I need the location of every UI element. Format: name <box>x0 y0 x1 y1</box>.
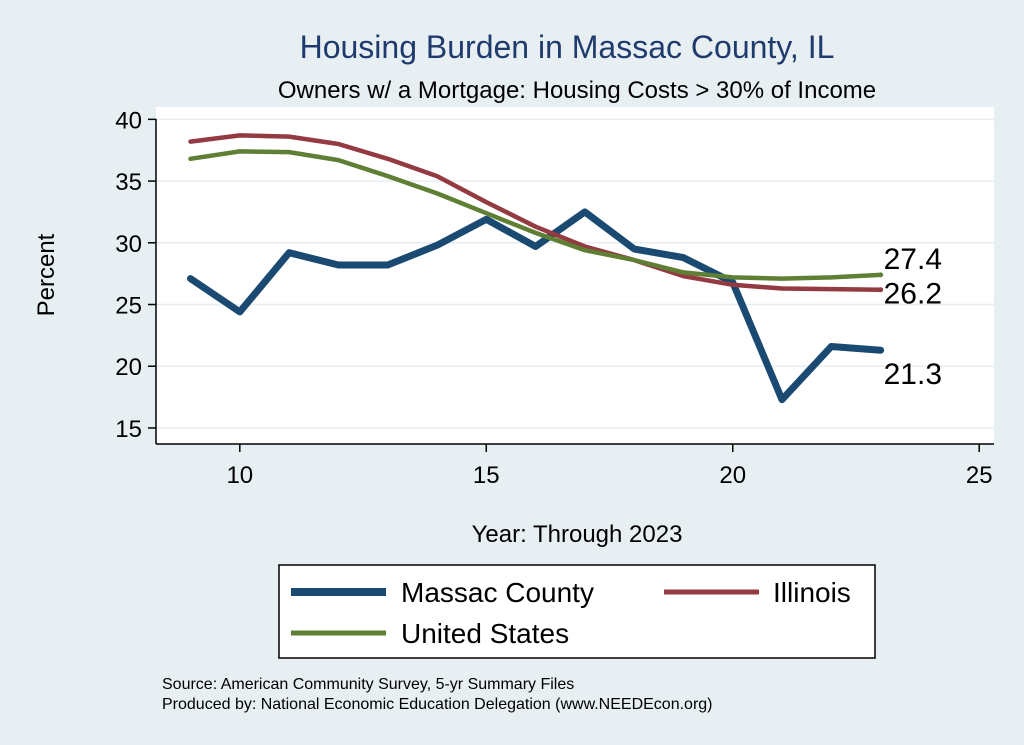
series-lines <box>187 133 885 404</box>
legend-label-united-states: United States <box>401 618 569 649</box>
y-tick-label-20: 20 <box>115 354 142 381</box>
end-labels: 21.3 26.227.4 <box>884 243 942 391</box>
series-end-point-illinois <box>878 287 884 293</box>
series-line-illinois <box>188 133 883 292</box>
end-label-united-states: 27.4 <box>884 243 942 276</box>
legend: Massac County Illinois United States <box>291 577 851 649</box>
series-line-massac-county <box>187 208 885 404</box>
end-label-illinois: 26.2 <box>884 278 942 311</box>
series-line-united-states <box>188 149 883 281</box>
chart-subtitle: Owners w/ a Mortgage: Housing Costs > 30… <box>278 77 876 104</box>
series-end-point-united-states <box>878 272 884 278</box>
y-tick-label-35: 35 <box>115 169 142 196</box>
producer-note: Produced by: National Economic Education… <box>162 696 713 713</box>
x-tick-label-15: 15 <box>473 462 500 489</box>
source-note: Source: American Community Survey, 5-yr … <box>162 676 574 693</box>
x-axis-label: Year: Through 2023 <box>472 521 683 548</box>
y-tick-label-25: 25 <box>115 293 142 320</box>
y-tick-label-40: 40 <box>115 107 142 134</box>
y-tick-label-15: 15 <box>115 416 142 443</box>
y-tick-label-30: 30 <box>115 231 142 258</box>
x-tick-label-25: 25 <box>966 462 993 489</box>
series-end-point-massac-county <box>878 347 884 353</box>
x-tick-label-20: 20 <box>719 462 746 489</box>
chart-title: Housing Burden in Massac County, IL <box>300 29 835 65</box>
legend-label-massac-county: Massac County <box>401 577 594 608</box>
legend-label-illinois: Illinois <box>773 577 851 608</box>
axes: 15 20 25 30 35 40 10 15 20 25 <box>115 107 994 489</box>
legend-box <box>278 564 876 659</box>
x-tick-label-10: 10 <box>226 462 253 489</box>
y-axis-label: Percent <box>33 233 60 316</box>
end-label-massac-county: 21.3 <box>884 358 942 391</box>
